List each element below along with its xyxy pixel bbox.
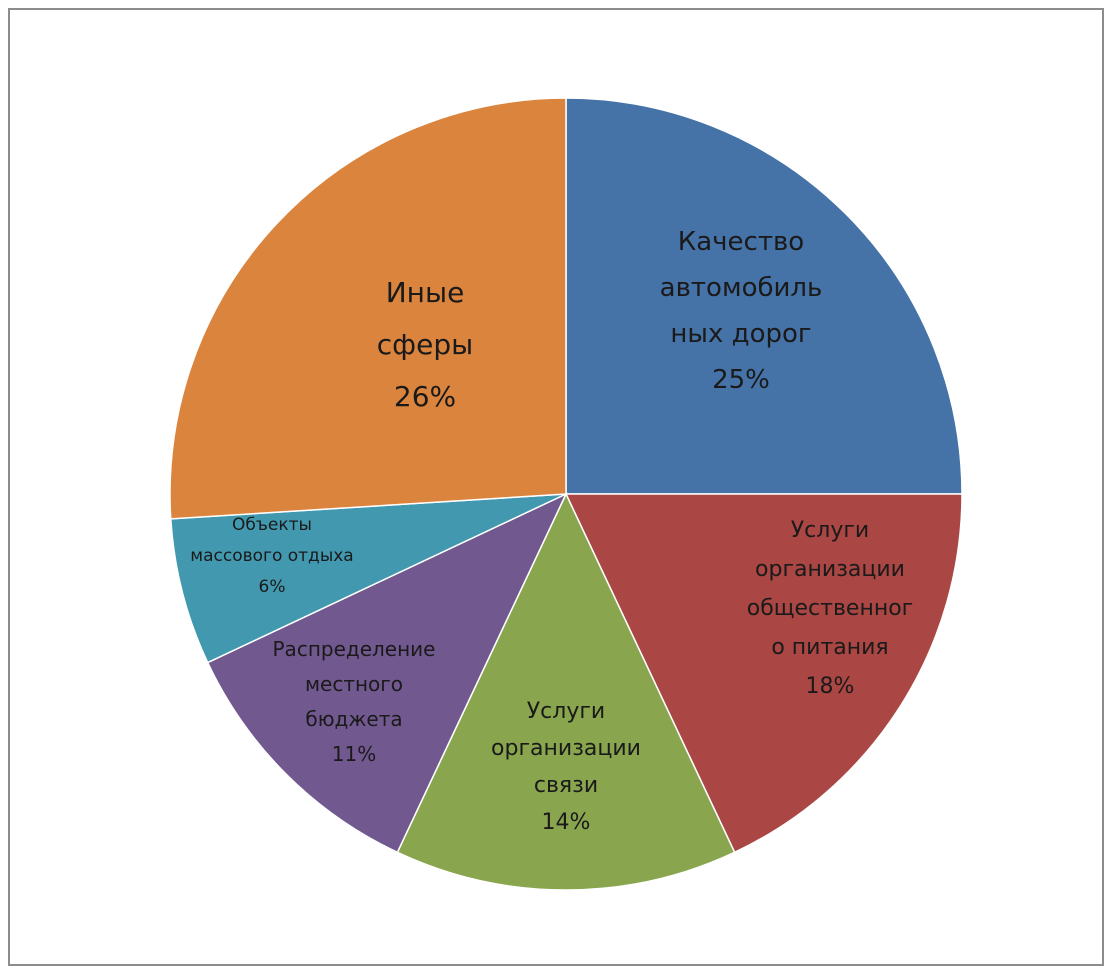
slice-name-line: Иные — [386, 276, 465, 309]
slice-percent-label: 25% — [712, 365, 770, 395]
slice-name-line: Распределение — [273, 637, 436, 661]
slice-name-line: Услуги — [791, 518, 869, 543]
slice-percent-label: 14% — [542, 810, 591, 835]
slice-name-line: автомобиль — [660, 273, 823, 303]
pie-slice-6 — [169, 97, 567, 520]
slice-name-line: организации — [755, 557, 905, 582]
slice-label-2: Услуги организации общественног о питания 18… — [747, 518, 913, 699]
slice-name-line: ных дорог — [670, 319, 811, 349]
pie-slice-3 — [396, 492, 736, 891]
slice-label-6: Иные сферы 26% — [377, 276, 473, 413]
slice-label-5: Объекты массового отдыха 6% — [190, 515, 353, 597]
slice-name-line: Качество — [678, 227, 804, 257]
slice-name-line: массового отдыха — [190, 546, 353, 566]
slice-percent-label: 6% — [259, 577, 286, 597]
slice-name-line: местного — [305, 672, 403, 696]
slice-name-line: общественног — [747, 596, 913, 621]
pie-slice-2 — [564, 493, 963, 854]
slice-name-line: организации — [491, 736, 641, 761]
slice-percent-label: 26% — [394, 380, 456, 413]
slice-name-line: Услуги — [527, 699, 605, 724]
slice-label-3: Услуги организации связи 14% — [491, 699, 641, 835]
slice-name-line: связи — [534, 773, 598, 798]
slice-label-4: Распределение местного бюджета 11% — [273, 637, 436, 766]
pie-slice-4 — [206, 492, 568, 854]
pie-slices — [169, 97, 963, 891]
slice-name-line: о питания — [771, 635, 888, 660]
slice-name-line: бюджета — [305, 707, 402, 731]
pie-labels: Качество автомобиль ных дорог 25% Услуги орга… — [190, 227, 913, 835]
slice-name-line: Объекты — [232, 515, 312, 535]
slice-name-line: сферы — [377, 328, 473, 361]
pie-slice-5 — [169, 493, 567, 664]
slice-label-1: Качество автомобиль ных дорог 25% — [660, 227, 823, 395]
pie-slice-1 — [565, 97, 963, 495]
slice-percent-label: 11% — [332, 742, 376, 766]
slice-percent-label: 18% — [806, 674, 855, 699]
